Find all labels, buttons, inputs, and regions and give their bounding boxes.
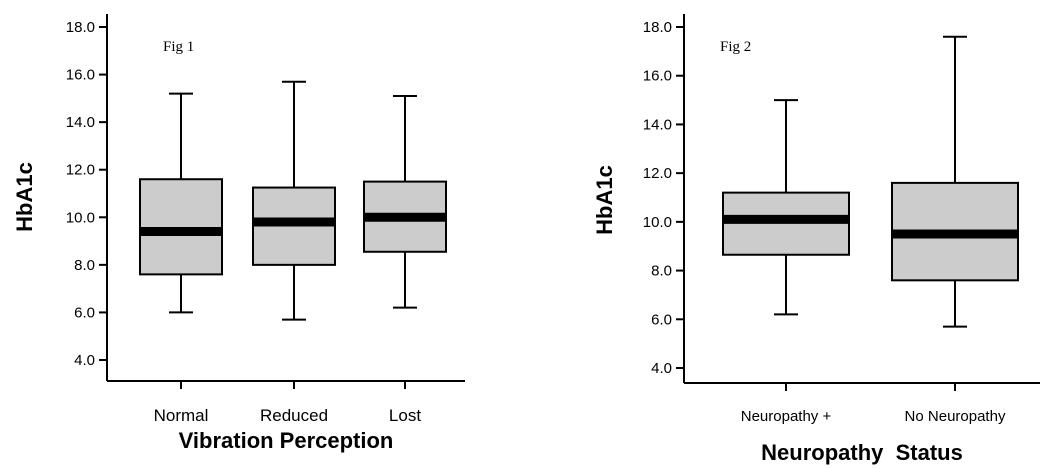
y-tick-label: 16.0	[66, 67, 95, 84]
y-tick-label: 14.0	[66, 114, 95, 131]
y-tick-label: 10.0	[643, 214, 672, 231]
y-tick-label: 4.0	[74, 352, 95, 369]
y-tick-label: 6.0	[651, 311, 672, 328]
panel-fig-2: 4.0 6.0 8.0 10.0 12.0 14.0 16.0 18.0 Neuropathy …	[592, 14, 1040, 465]
box-no-neuropathy	[891, 35, 1019, 328]
y-tick-label: 16.0	[643, 68, 672, 85]
x-axis-title: Neuropathy Status	[761, 440, 963, 465]
x-category-label: Lost	[389, 406, 421, 425]
y-tick-label: 12.0	[66, 162, 95, 179]
y-tick-label: 8.0	[651, 263, 672, 280]
y-tick-label: 10.0	[66, 209, 95, 226]
y-axis-title: HbA1c	[592, 165, 617, 235]
box-lost	[363, 94, 447, 309]
y-tick-label: 18.0	[66, 19, 95, 36]
y-tick-label: 12.0	[643, 165, 672, 182]
x-axis-title: Vibration Perception	[179, 428, 394, 453]
figure-annotation: Fig 2	[720, 39, 751, 55]
y-tick-label: 14.0	[643, 116, 672, 133]
y-tick-label: 8.0	[74, 257, 95, 274]
y-tick-label: 18.0	[643, 19, 672, 36]
y-tick-label: 6.0	[74, 304, 95, 321]
iqr-box	[139, 178, 223, 276]
figure-annotation: Fig 1	[163, 39, 194, 55]
box-neuropathy	[722, 99, 850, 316]
x-category-label: Reduced	[260, 406, 328, 425]
box-reduced	[252, 80, 336, 321]
x-category-label: No Neuropathy	[905, 408, 1006, 425]
x-category-label: Normal	[154, 406, 209, 425]
y-axis-title: HbA1c	[12, 162, 37, 232]
panel-fig-1: 4.0 6.0 8.0 10.0 12.0 14.0 16.0 18.0 Normal Reduc…	[12, 14, 465, 453]
x-category-label: Neuropathy +	[741, 408, 832, 425]
y-tick-label: 4.0	[651, 360, 672, 377]
box-normal	[139, 92, 223, 314]
